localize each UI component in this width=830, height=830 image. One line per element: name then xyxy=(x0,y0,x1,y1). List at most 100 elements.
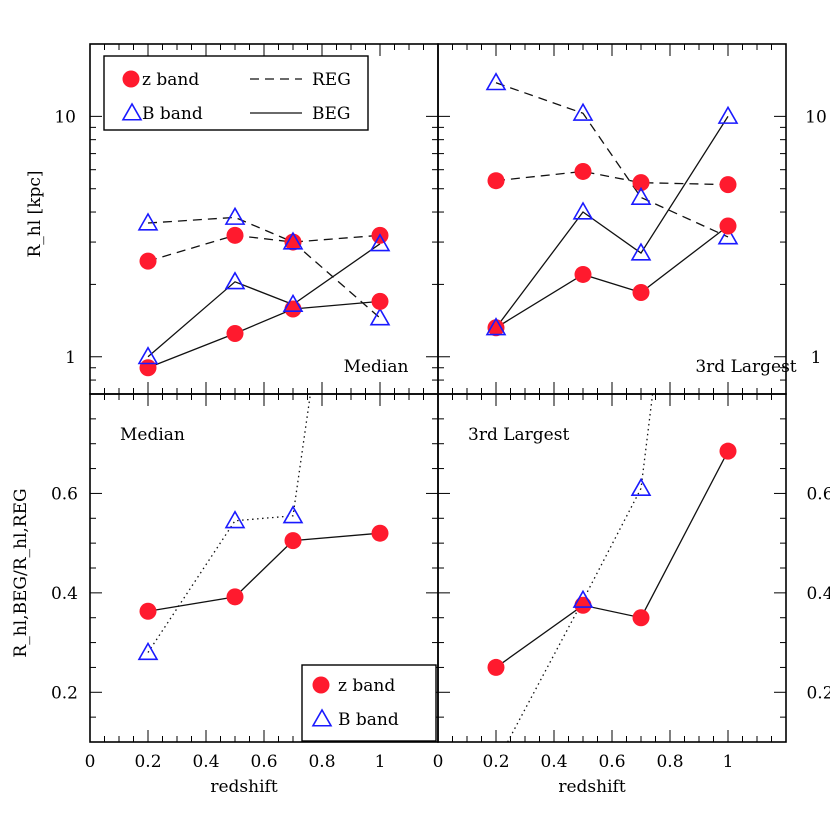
z-band-point xyxy=(487,658,505,676)
x-tick-label: 0 xyxy=(433,752,444,772)
z-band-point xyxy=(226,588,244,606)
z-band-point xyxy=(574,265,592,283)
z-band-point xyxy=(371,524,389,542)
x-tick-label: 0.6 xyxy=(250,752,277,772)
z-band-point xyxy=(284,300,302,318)
panel-bottom-right: 3rd Largest 0.2 0.4 0.6 0 0.2 0.4 0.6 0.8 1 redshi… xyxy=(433,393,830,797)
y-tick-label: 1 xyxy=(65,348,76,368)
z-band-point xyxy=(487,319,505,337)
x-tick-label: 0.6 xyxy=(598,752,625,772)
legend-box xyxy=(103,55,369,131)
y-tick-label: 0.4 xyxy=(806,584,830,604)
panel-annotation: 3rd Largest xyxy=(695,357,796,377)
x-tick-label: 0.2 xyxy=(482,752,509,772)
legend-z-label: z band xyxy=(338,676,395,696)
legend-z-marker xyxy=(122,70,140,88)
b-band-point xyxy=(630,477,652,497)
b-band-point xyxy=(224,206,246,225)
legend-reg-label: REG xyxy=(312,70,351,90)
x-axis-label: redshift xyxy=(210,777,277,797)
series-lines xyxy=(495,82,729,329)
x-tick-label: 0.2 xyxy=(134,752,161,772)
x-tick-label: 0 xyxy=(85,752,96,772)
z-band-point xyxy=(139,359,157,377)
y-tick-label: 10 xyxy=(54,107,76,127)
z-band-point xyxy=(284,233,302,251)
legend-b-marker xyxy=(121,102,143,121)
b-band-point xyxy=(282,505,304,524)
y-axis-label: R_hl,BEG/R_hl,REG xyxy=(11,488,31,657)
series-lines xyxy=(147,394,381,653)
panel-top-left: Median 1 10 R_hl [kpc] z band B band REG BEG xyxy=(25,43,439,395)
b-band-point xyxy=(630,186,652,205)
b-band-point xyxy=(572,102,594,121)
series-line xyxy=(147,532,381,612)
y-tick-label: 0.2 xyxy=(806,683,830,703)
series-line xyxy=(507,394,654,742)
panel-frame xyxy=(437,43,787,395)
z-band-point xyxy=(574,596,592,614)
series-line xyxy=(495,450,729,668)
legend-b-label: B band xyxy=(142,104,203,124)
z-band-point xyxy=(574,162,592,180)
b-band-point xyxy=(224,271,246,290)
z-band-point xyxy=(284,532,302,550)
b-band-point xyxy=(485,317,507,336)
b-band-point xyxy=(717,226,739,245)
b-band-point xyxy=(717,105,739,124)
legend-b-label: B band xyxy=(338,710,399,730)
series-lines xyxy=(147,216,381,369)
y-tick-label: 10 xyxy=(805,107,827,127)
legend-beg-label: BEG xyxy=(312,104,350,124)
legend-z-label: z band xyxy=(142,70,199,90)
series-line xyxy=(495,170,729,186)
z-band-point xyxy=(487,172,505,190)
x-tick-label: 1 xyxy=(723,752,734,772)
b-band-point xyxy=(572,589,594,608)
b-band-point xyxy=(137,212,159,231)
z-band-point xyxy=(371,292,389,310)
series-line xyxy=(495,225,729,329)
z-band-point xyxy=(226,226,244,244)
legend: z band B band REG BEG xyxy=(103,55,369,131)
z-band-point xyxy=(226,324,244,342)
b-band-point xyxy=(485,72,507,91)
b-band-point xyxy=(282,231,304,250)
b-band-point xyxy=(282,293,304,313)
legend: z band B band xyxy=(301,664,437,742)
x-tick-label: 0.4 xyxy=(192,752,219,772)
y-tick-label: 0.2 xyxy=(51,683,78,703)
y-tick-label: 0.4 xyxy=(51,584,78,604)
z-band-point xyxy=(632,174,650,192)
series-line xyxy=(147,234,381,262)
z-band-point xyxy=(719,217,737,235)
series-lines xyxy=(495,394,729,742)
b-band-point xyxy=(224,510,246,529)
y-tick-label: 0.6 xyxy=(51,484,78,504)
y-axis-label: R_hl [kpc] xyxy=(25,170,45,257)
panel-annotation: Median xyxy=(344,357,409,377)
panel-frame xyxy=(437,393,787,743)
z-band-point xyxy=(632,609,650,627)
panel-annotation: 3rd Largest xyxy=(468,425,569,445)
z-band-point xyxy=(719,176,737,194)
z-band-point xyxy=(632,284,650,302)
b-band-point xyxy=(137,641,159,661)
series-line xyxy=(495,116,729,329)
x-tick-label: 0.8 xyxy=(308,752,335,772)
z-band-point xyxy=(139,252,157,270)
z-band-point xyxy=(139,602,157,620)
b-band-point xyxy=(369,307,391,326)
x-axis-label: redshift xyxy=(558,777,625,797)
z-band-point xyxy=(719,442,737,460)
legend-z-marker xyxy=(312,676,330,694)
x-tick-label: 0.8 xyxy=(656,752,683,772)
series-line xyxy=(147,300,381,369)
legend-b-marker xyxy=(311,708,333,727)
panel-bottom-left: Median 0.2 0.4 0.6 0 0.2 0.4 0.6 0.8 1 redshift R_h… xyxy=(11,393,439,797)
panel-annotation: Median xyxy=(120,425,185,445)
b-band-point xyxy=(630,242,652,261)
b-band-point xyxy=(137,346,159,365)
series-line xyxy=(495,82,729,238)
